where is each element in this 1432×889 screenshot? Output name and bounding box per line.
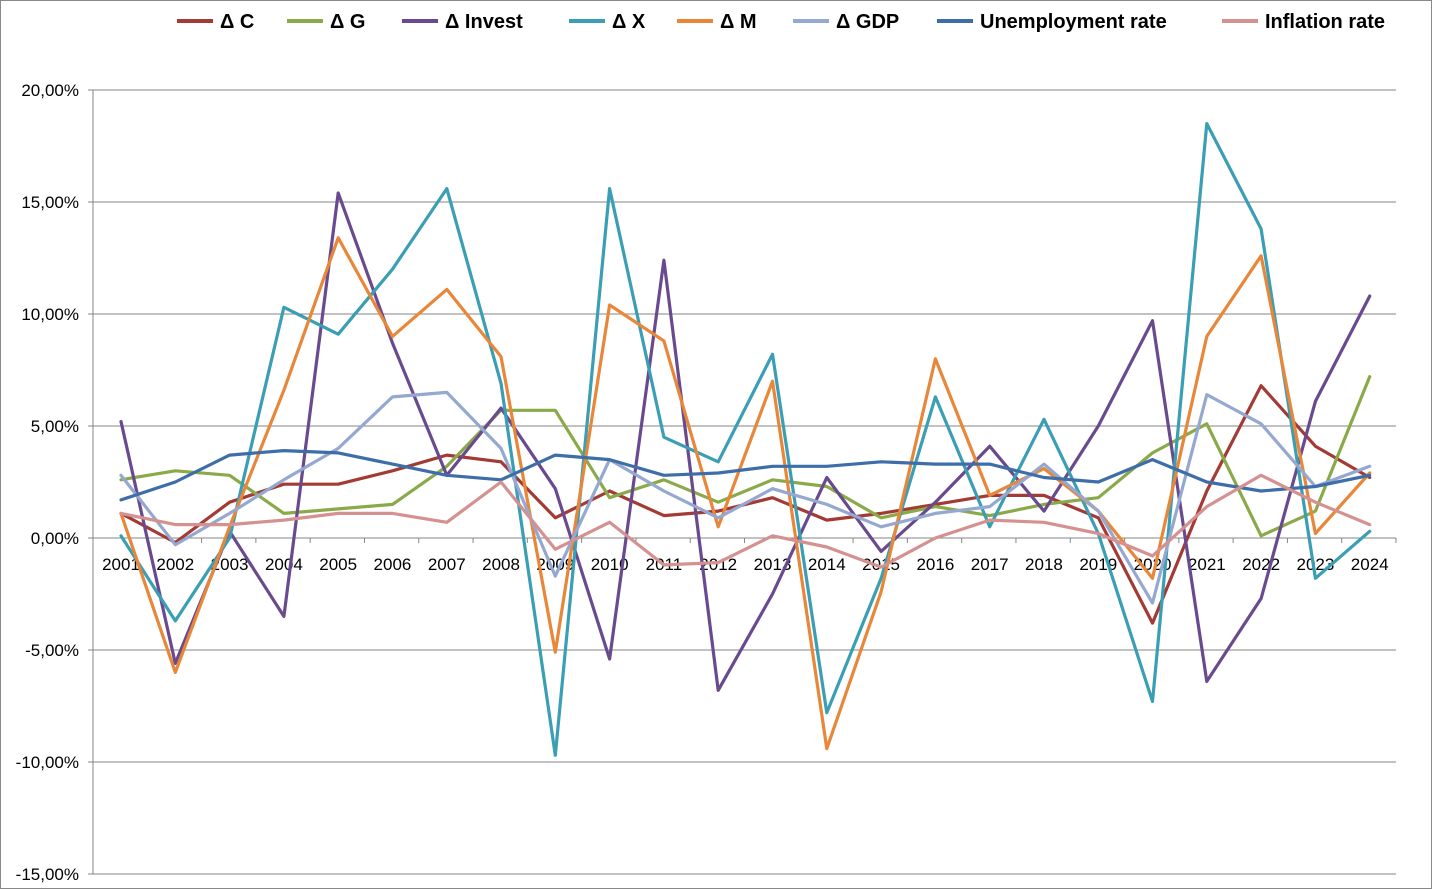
legend: Δ C Δ G Δ Invest Δ X Δ M Δ GDP Unemployment ra… — [177, 11, 1385, 33]
y-tick-label: 5,00% — [31, 417, 79, 436]
series-line — [119, 449, 1372, 502]
x-tick-label: 2008 — [482, 555, 520, 574]
legend-item: Δ X — [569, 11, 646, 33]
legend-label: Δ M — [720, 11, 757, 33]
y-tick-label: 20,00% — [21, 81, 79, 100]
x-tick-label: 2017 — [971, 555, 1009, 574]
x-tick-label: 2005 — [319, 555, 357, 574]
gridlines — [93, 89, 1396, 875]
x-tick-label: 2022 — [1242, 555, 1280, 574]
legend-label: Δ G — [330, 11, 366, 33]
x-tick-label: 2024 — [1351, 555, 1389, 574]
legend-label: Δ GDP — [836, 11, 899, 33]
x-tick-label: 2001 — [102, 555, 140, 574]
legend-item: Inflation rate — [1222, 11, 1385, 33]
series-line — [119, 375, 1372, 538]
x-tick-label: 2004 — [265, 555, 303, 574]
legend-label: Inflation rate — [1265, 11, 1385, 33]
y-tick-label: -15,00% — [16, 865, 79, 884]
series-line — [119, 473, 1372, 569]
y-tick-label: 0,00% — [31, 529, 79, 548]
legend-label: Unemployment rate — [980, 11, 1167, 33]
series-lines — [119, 121, 1372, 757]
legend-item: Unemployment rate — [937, 11, 1167, 33]
x-tick-label: 2010 — [591, 555, 629, 574]
x-tick-label: 2015 — [862, 555, 900, 574]
legend-label: Δ Invest — [445, 11, 523, 33]
legend-label: Δ X — [612, 11, 646, 33]
legend-item: Δ Invest — [402, 11, 523, 33]
x-axis: 2001 2002 2003 2004 2005 2006 2007 2008 2009 2010… — [92, 537, 1397, 574]
x-tick-label: 2021 — [1188, 555, 1226, 574]
y-tick-label: 15,00% — [21, 193, 79, 212]
y-tick-label: -5,00% — [25, 641, 79, 660]
legend-item: Δ G — [287, 11, 366, 33]
series-line — [119, 236, 1372, 751]
legend-item: Δ GDP — [793, 11, 899, 33]
legend-label: Δ C — [220, 11, 254, 33]
legend-item: Δ M — [677, 11, 757, 33]
x-tick-label: 2013 — [754, 555, 792, 574]
x-tick-label: 2012 — [699, 555, 737, 574]
series-line — [119, 121, 1372, 757]
y-tick-label: 10,00% — [21, 305, 79, 324]
x-tick-label: 2016 — [916, 555, 954, 574]
y-tick-label: -10,00% — [16, 753, 79, 772]
x-tick-label: 2003 — [211, 555, 249, 574]
x-tick-label: 2002 — [156, 555, 194, 574]
x-tick-label: 2009 — [536, 555, 574, 574]
legend-item: Δ C — [177, 11, 254, 33]
x-tick-label: 2007 — [428, 555, 466, 574]
y-axis: 20,00% 15,00% 10,00% 5,00% 0,00% -5,00% -10,00… — [16, 81, 94, 884]
x-tick-label: 2018 — [1025, 555, 1063, 574]
x-tick-label: 2014 — [808, 555, 846, 574]
x-tick-label: 2006 — [374, 555, 412, 574]
